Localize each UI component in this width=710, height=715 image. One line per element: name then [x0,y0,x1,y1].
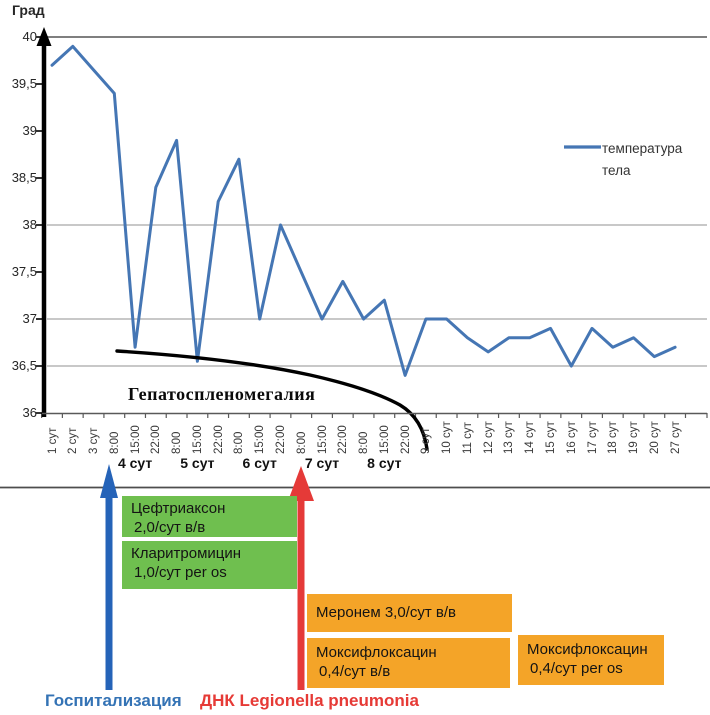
y-tick-label: 37,5 [11,264,37,279]
x-tick-label: 19 сут [628,421,641,454]
x-tick-label: 13 сут [503,421,516,454]
x-tick-label: 9 сут [420,427,433,454]
medication-box-moxifloxacin-iv: Моксифлоксацин 0,4/сут в/в [307,638,510,688]
hospitalization-arrow [100,464,118,690]
x-tick-label: 1 сут [46,427,59,454]
x-tick-label: 8:00 [295,431,308,454]
x-tick-label: 8:00 [108,431,121,454]
y-tick-label: 36 [22,405,37,420]
x-tick-label: 15:00 [254,425,267,454]
x-tick-label: 18 сут [607,421,620,454]
x-tick-label: 2 сут [67,427,80,454]
medication-name: Кларитромицин [131,545,242,562]
x-tick-label: 22:00 [274,425,287,454]
medication-name: Цефтриаксон [131,500,226,517]
x-tick-label: 22:00 [399,425,412,454]
y-tick-label: 36,5 [11,358,37,373]
y-tick-label: 40 [22,29,37,44]
y-axis-arrow [36,27,52,417]
day-group-label: 4 сут [117,455,153,471]
y-tick-label: 38 [22,217,37,232]
y-tick-label: 37 [22,311,37,326]
x-tick-label: 3 сут [88,427,101,454]
hepatosplenomegaly-curve [115,349,429,451]
axis-ticks [36,36,708,418]
hospitalization-label: Госпитализация [45,691,182,710]
gridlines [47,36,707,367]
medication-box-moxifloxacin-peros: Моксифлоксацин 0,4/сут per os [518,635,664,685]
x-tick-label: 20 сут [648,421,661,454]
x-tick-label: 15:00 [378,425,391,454]
day-group-label: 8 сут [367,455,402,471]
x-tick-label: 15:00 [316,425,329,454]
medication-name: Моксифлоксацин [527,641,648,658]
medication-dose: 3,0/сут в/в [384,604,456,621]
x-tick-label: 12 сут [482,421,495,454]
medication-box-clarithromycin: Кларитромицин 1,0/сут per os [122,541,297,589]
x-tick-label: 22:00 [337,425,350,454]
medication-name: Моксифлоксацин [316,644,437,661]
x-tick-label: 8:00 [233,431,246,454]
medication-dose: 1,0/сут per os [134,564,227,581]
day-group-label: 5 сут [180,455,215,471]
x-tick-label: 15:00 [191,425,204,454]
medication-box-ceftriaxone: Цефтриаксон 2,0/сут в/в [122,496,297,537]
y-axis-title: Град [12,2,45,18]
temperature-series-line [50,44,677,377]
y-tick-label: 39,5 [11,76,37,91]
day-group-label: 7 сут [304,455,340,471]
x-tick-label: 10 сут [441,421,454,454]
medication-dose: 2,0/сут в/в [134,519,206,536]
x-tick-label: 11 сут [461,422,474,454]
x-tick-label: 27 сут [669,421,682,454]
medication-name: Меронем [316,604,381,621]
x-tick-label: 8:00 [171,431,184,454]
x-tick-label: 15 сут [544,421,557,454]
x-tick-label: 17 сут [586,421,599,454]
legend-label: температура тела [602,141,683,178]
medication-box-meronem: Меронем 3,0/сут в/в [307,594,512,632]
x-tick-label: 8:00 [358,431,371,454]
dna-legionella-arrow [288,466,314,690]
medication-dose: 0,4/сут в/в [319,663,391,680]
y-tick-label: 39 [22,123,37,138]
x-tick-label: 22:00 [212,425,225,454]
x-tick-label: 15:00 [129,425,142,454]
hepatosplenomegaly-annotation: Гепатоспленомегалия [128,384,316,404]
day-group-label: 6 сут [242,455,277,471]
medication-dose: 0,4/сут per os [530,660,623,677]
dna-legionella-label: ДНК Legionella pneumonia [200,691,419,710]
y-tick-label: 38,5 [11,170,37,185]
x-tick-label: 14 сут [524,421,537,454]
x-tick-label: 22:00 [150,425,163,454]
x-tick-label: 16 сут [565,421,578,454]
